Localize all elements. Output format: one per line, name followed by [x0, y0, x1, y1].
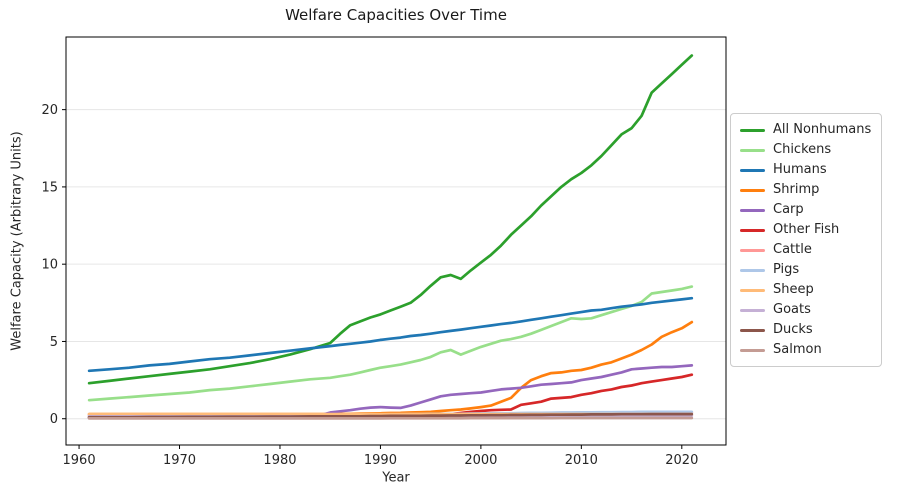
legend-item-salmon: Salmon [740, 340, 872, 360]
legend-label: Other Fish [773, 222, 840, 237]
plot-border [65, 36, 727, 446]
legend-label: Cattle [773, 242, 812, 257]
series-humans [87, 296, 694, 373]
legend-item-chickens: Chickens [740, 140, 872, 160]
series-other-fish [87, 373, 694, 419]
legend-label: Salmon [773, 342, 822, 357]
y-tick-label: 15 [41, 180, 58, 195]
series-ducks [87, 412, 694, 419]
legend-swatch [740, 228, 765, 232]
x-tick-label: 2020 [665, 453, 698, 468]
y-axis-label: Welfare Capacity (Arbitrary Units) [9, 131, 25, 351]
legend-item-other-fish: Other Fish [740, 220, 872, 240]
x-axis-label: Year [382, 470, 410, 486]
legend-item-cattle: Cattle [740, 240, 872, 260]
legend-swatch [740, 328, 765, 332]
legend: All Nonhumans Chickens Humans Shrimp Carp Oth… [730, 113, 882, 367]
legend-swatch [740, 308, 765, 312]
y-tick-label: 5 [50, 335, 58, 350]
legend-label: Sheep [773, 282, 814, 297]
legend-item-goats: Goats [740, 300, 872, 320]
x-tick-label: 2010 [565, 453, 598, 468]
legend-item-carp: Carp [740, 200, 872, 220]
legend-label: Goats [773, 302, 811, 317]
legend-label: Humans [773, 162, 827, 177]
y-tick-label: 0 [50, 412, 58, 427]
legend-swatch [740, 288, 765, 292]
legend-swatch [740, 168, 765, 172]
chart-title: Welfare Capacities Over Time [285, 6, 507, 24]
x-tick-label: 2000 [464, 453, 497, 468]
legend-swatch [740, 248, 765, 252]
legend-label: All Nonhumans [773, 122, 872, 137]
x-tick-label: 1960 [63, 453, 96, 468]
x-tick-label: 1990 [364, 453, 397, 468]
legend-swatch [740, 348, 765, 352]
y-tick-label: 20 [41, 103, 58, 118]
series-all-nonhumans [87, 54, 694, 385]
legend-item-pigs: Pigs [740, 260, 872, 280]
legend-label: Shrimp [773, 182, 820, 197]
x-tick-label: 1980 [263, 453, 296, 468]
series-shrimp [87, 320, 694, 416]
legend-swatch [740, 148, 765, 152]
legend-label: Chickens [773, 142, 832, 157]
legend-item-sheep: Sheep [740, 280, 872, 300]
legend-label: Pigs [773, 262, 800, 277]
legend-label: Ducks [773, 322, 813, 337]
legend-item-all-nonhumans: All Nonhumans [740, 120, 872, 140]
legend-item-humans: Humans [740, 160, 872, 180]
legend-swatch [740, 208, 765, 212]
legend-item-shrimp: Shrimp [740, 180, 872, 200]
legend-swatch [740, 128, 765, 132]
legend-item-ducks: Ducks [740, 320, 872, 340]
legend-swatch [740, 188, 765, 192]
legend-swatch [740, 268, 765, 272]
x-tick-label: 1970 [163, 453, 196, 468]
legend-label: Carp [773, 202, 804, 217]
y-tick-label: 10 [41, 258, 58, 273]
series-chickens [87, 285, 694, 402]
